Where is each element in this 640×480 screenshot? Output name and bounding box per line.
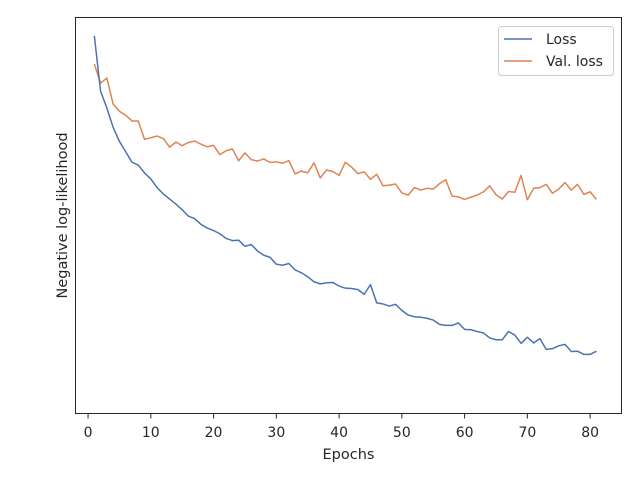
x-tick-label: 0 xyxy=(84,425,93,441)
y-axis-label: Negative log-likelihood xyxy=(55,132,71,298)
series-line-loss xyxy=(93,35,597,356)
x-tick-label: 80 xyxy=(581,425,599,441)
x-tick-label: 10 xyxy=(142,425,160,441)
x-tick-label: 40 xyxy=(330,425,348,441)
legend: Loss Val. loss xyxy=(498,26,614,76)
legend-label: Loss xyxy=(546,32,577,48)
x-ticks: 0 10 20 30 40 50 60 70 80 xyxy=(84,413,599,441)
series-line-val-loss xyxy=(93,63,597,201)
x-tick-label: 20 xyxy=(205,425,223,441)
plot-area xyxy=(75,17,622,414)
x-axis-label: Epochs xyxy=(323,447,375,463)
x-tick-label: 70 xyxy=(518,425,536,441)
legend-label: Val. loss xyxy=(546,54,603,70)
x-tick-label: 60 xyxy=(456,425,474,441)
series-lines xyxy=(93,35,597,356)
x-tick-label: 30 xyxy=(267,425,285,441)
x-tick-label: 50 xyxy=(393,425,411,441)
